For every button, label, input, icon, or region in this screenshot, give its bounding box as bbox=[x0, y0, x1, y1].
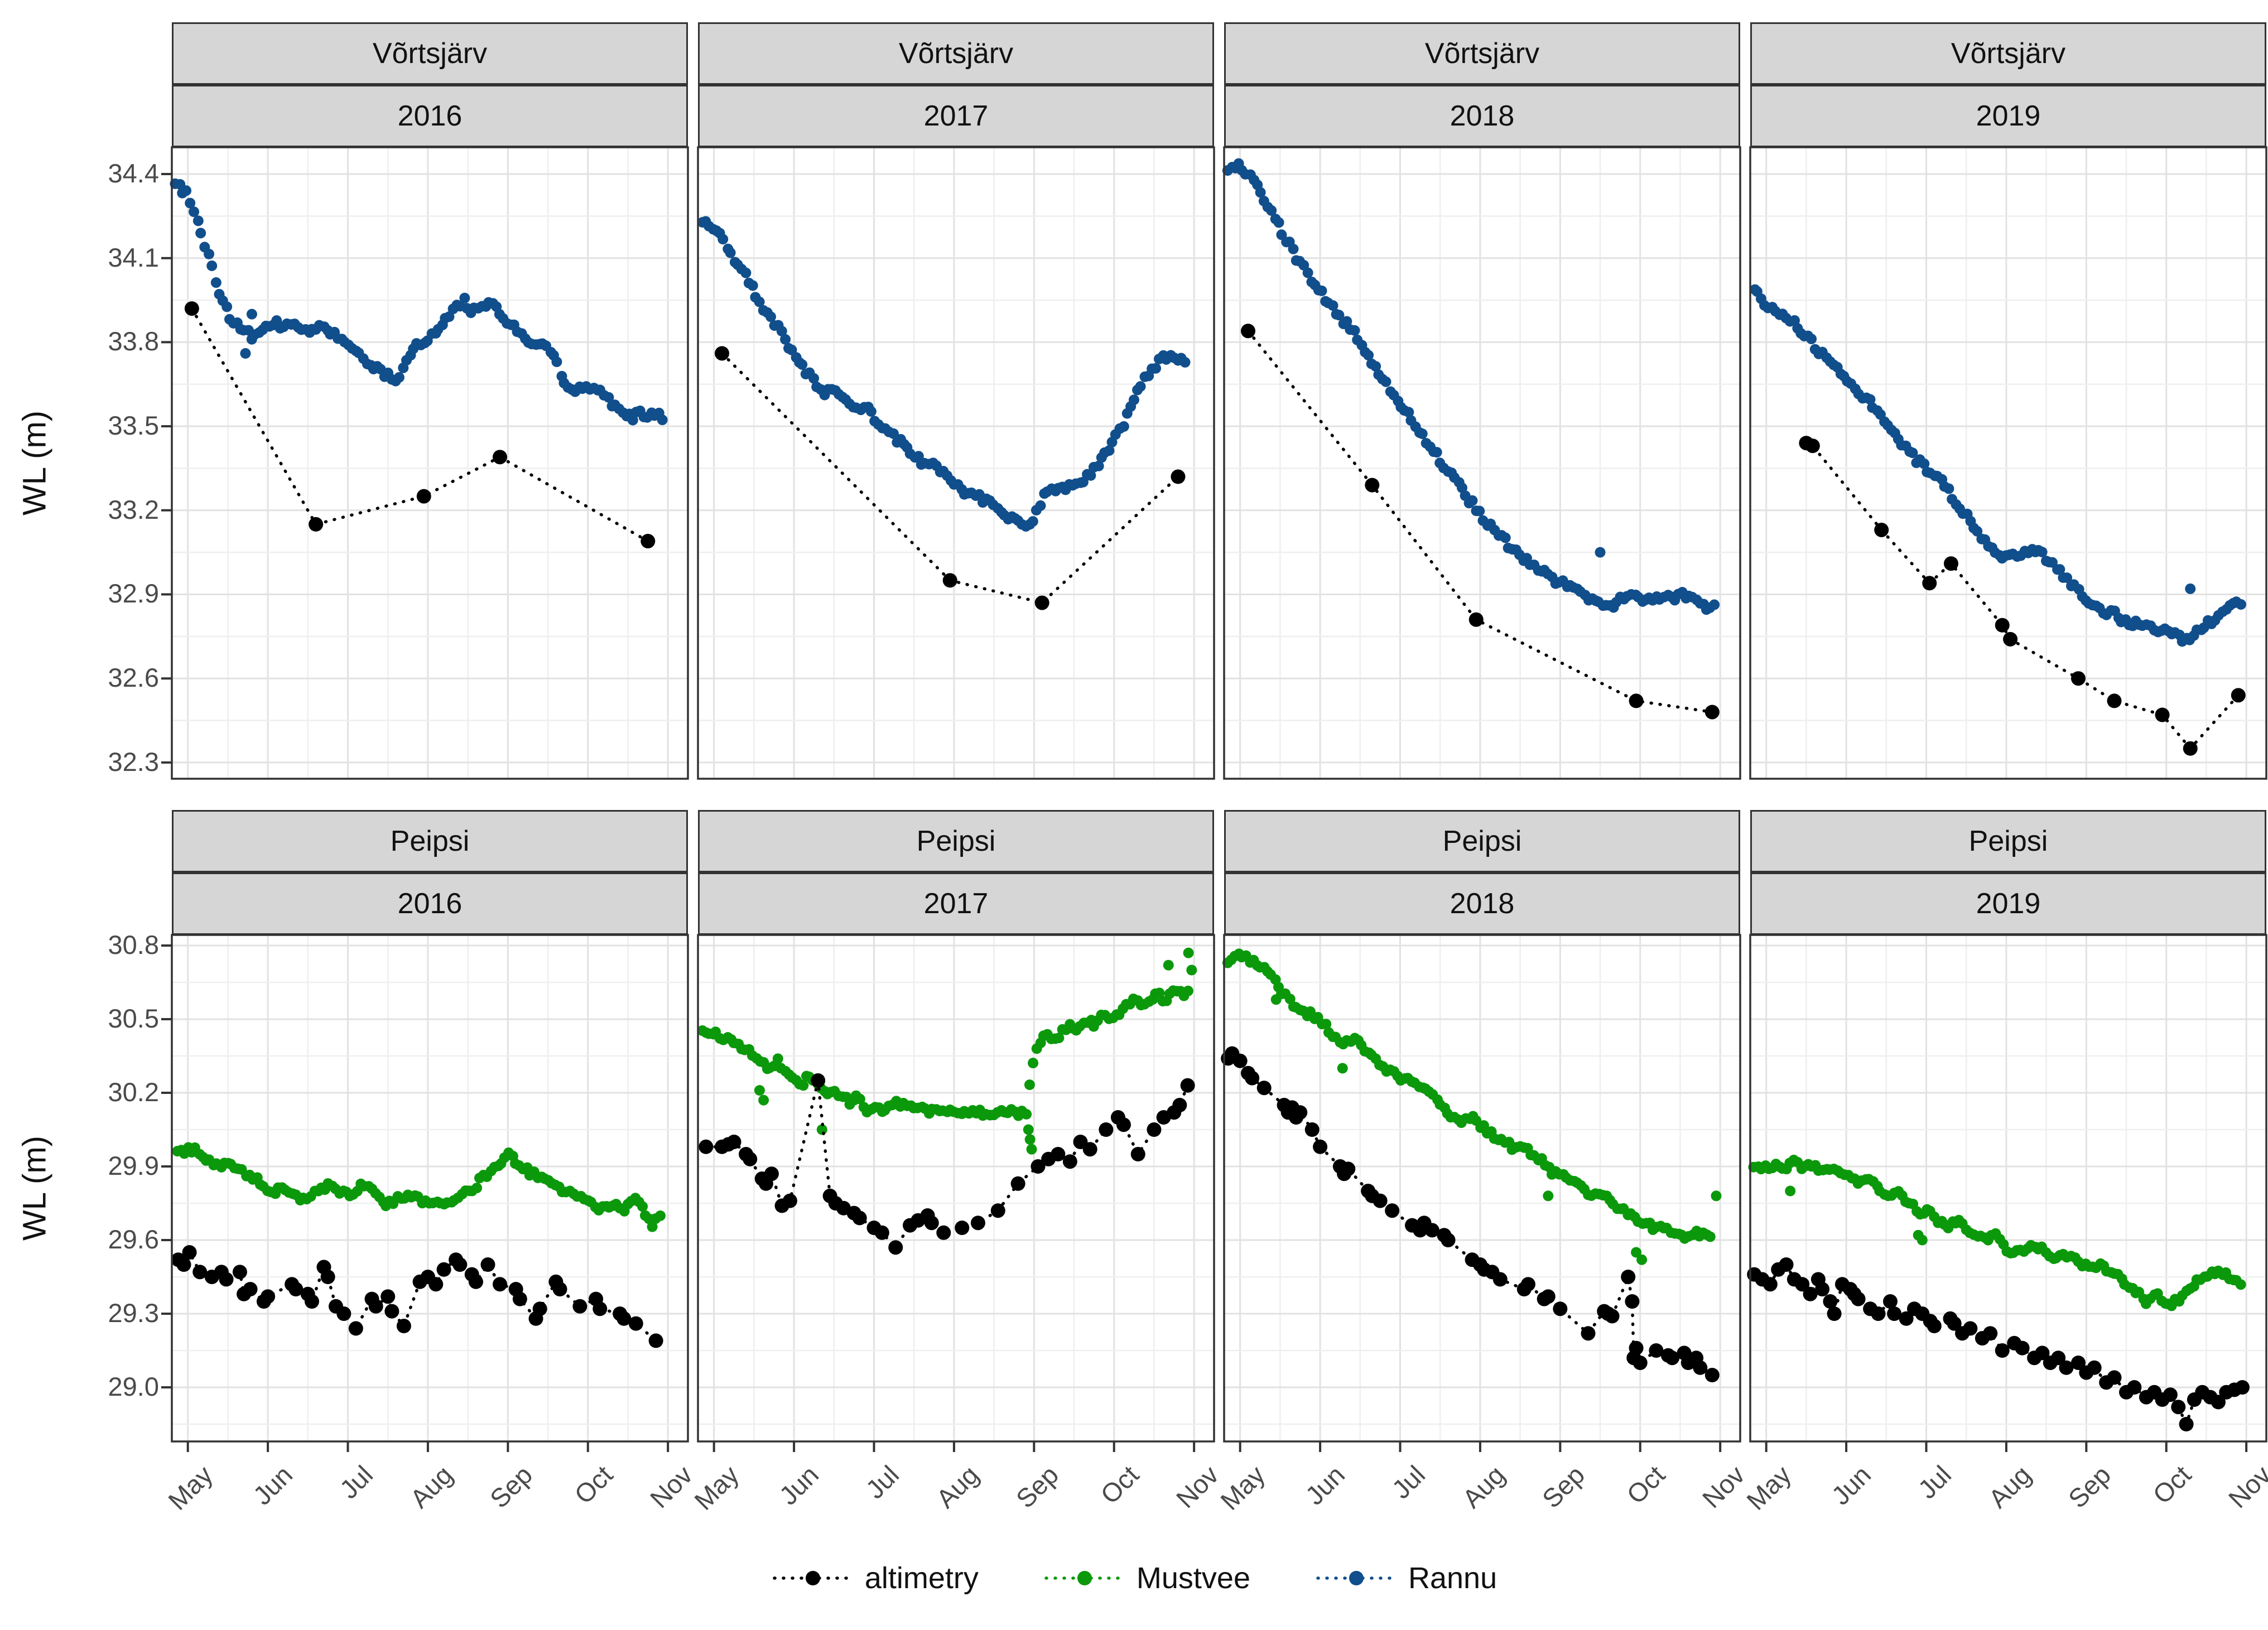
gridlines bbox=[1224, 147, 1740, 779]
gridlines bbox=[1224, 935, 1740, 1441]
y-tick-label: 34.4 bbox=[108, 158, 159, 188]
gridlines bbox=[698, 935, 1214, 1441]
series-altimetry bbox=[1747, 1257, 2250, 1431]
facet-strip-year-label: 2017 bbox=[923, 888, 989, 920]
panel-Peipsi-2016 bbox=[161, 934, 689, 1452]
series-altimetry bbox=[1241, 324, 1720, 720]
facet-strip-lake-label: Võrtsjärv bbox=[372, 37, 488, 70]
legend-key-icon bbox=[773, 1571, 853, 1585]
facet-strip-year-label: 2017 bbox=[923, 100, 989, 132]
y-tick-label: 29.0 bbox=[108, 1372, 159, 1401]
series-Mustvee bbox=[1748, 1155, 2246, 1311]
y-tick-label: 29.9 bbox=[108, 1151, 159, 1180]
series-altimetry bbox=[1221, 1046, 1720, 1382]
series-altimetry bbox=[184, 301, 656, 549]
y-tick-label: 33.5 bbox=[108, 411, 159, 441]
series-Rannu bbox=[1222, 158, 1720, 615]
series-Rannu bbox=[170, 178, 668, 426]
legend-item-Mustvee: Mustvee bbox=[1043, 1561, 1250, 1595]
facet-strip-lake: Peipsi bbox=[1224, 810, 1740, 872]
panel-Peipsi-2019 bbox=[1747, 934, 2267, 1452]
legend-label: Rannu bbox=[1408, 1561, 1497, 1595]
facet-strip-lake-label: Võrtsjärv bbox=[1424, 37, 1540, 70]
facet-strip-lake: Võrtsjärv bbox=[1224, 22, 1740, 85]
legend: altimetry Mustvee Rannu bbox=[0, 1561, 2268, 1595]
y-tick-label: 32.9 bbox=[108, 578, 159, 609]
facet-strip-year: 2018 bbox=[1224, 872, 1740, 935]
facet-strip-lake: Peipsi bbox=[172, 810, 688, 872]
legend-item-Rannu: Rannu bbox=[1314, 1561, 1497, 1595]
series-Mustvee bbox=[172, 1142, 666, 1232]
series-Mustvee bbox=[697, 947, 1197, 1155]
series-Rannu bbox=[697, 216, 1191, 532]
facet-strip-year: 2017 bbox=[698, 872, 1214, 935]
facet-strip-year: 2017 bbox=[698, 85, 1214, 147]
y-tick-label: 32.6 bbox=[108, 663, 159, 693]
facet-strip-lake: Peipsi bbox=[698, 810, 1214, 872]
facet-strip-year-label: 2019 bbox=[1976, 888, 2041, 920]
gridlines bbox=[698, 147, 1214, 779]
legend-label: altimetry bbox=[864, 1561, 979, 1595]
facet-strip-year-label: 2018 bbox=[1450, 888, 1515, 920]
facet-strip-lake-label: Peipsi bbox=[1968, 825, 2048, 857]
y-axis-title: WL (m) bbox=[16, 411, 53, 515]
facet-strip-lake: Võrtsjärv bbox=[172, 22, 688, 85]
legend-key-icon bbox=[1044, 1571, 1125, 1585]
legend-item-altimetry: altimetry bbox=[771, 1561, 979, 1595]
facet-strip-year-label: 2019 bbox=[1976, 100, 2041, 132]
series-Rannu bbox=[1750, 284, 2246, 647]
y-tick-label: 30.5 bbox=[108, 1004, 159, 1033]
facet-strip-lake: Võrtsjärv bbox=[1750, 22, 2266, 85]
y-tick-label: 30.8 bbox=[108, 930, 159, 959]
facet-strip-year-label: 2016 bbox=[397, 888, 463, 920]
facet-strip-year: 2019 bbox=[1750, 85, 2266, 147]
facet-strip-lake: Peipsi bbox=[1750, 810, 2266, 872]
facet-strip-lake-label: Peipsi bbox=[390, 825, 470, 857]
y-tick-label: 30.2 bbox=[108, 1077, 159, 1107]
y-tick-label: 33.2 bbox=[108, 494, 159, 524]
series-altimetry bbox=[715, 346, 1186, 610]
panel-Võrtsjärv-2016 bbox=[161, 146, 689, 780]
series-altimetry bbox=[171, 1245, 663, 1348]
gridlines bbox=[172, 147, 688, 779]
panel-Võrtsjärv-2017 bbox=[697, 146, 1215, 780]
y-tick-label: 32.3 bbox=[108, 746, 159, 777]
panel-Peipsi-2018 bbox=[1221, 934, 1741, 1452]
legend-label: Mustvee bbox=[1136, 1561, 1250, 1595]
facet-strip-lake-label: Võrtsjärv bbox=[1951, 37, 2066, 70]
y-axis-title: WL (m) bbox=[16, 1136, 53, 1241]
facet-strip-year: 2019 bbox=[1750, 872, 2266, 935]
facet-strip-lake-label: Võrtsjärv bbox=[898, 37, 1014, 70]
y-tick-label: 34.1 bbox=[108, 242, 159, 272]
y-tick-label: 29.6 bbox=[108, 1224, 159, 1254]
series-altimetry bbox=[1799, 436, 2246, 756]
facet-strip-year: 2016 bbox=[172, 872, 688, 935]
y-tick-label: 29.3 bbox=[108, 1298, 159, 1328]
series-Mustvee bbox=[1222, 948, 1722, 1265]
facet-strip-year-label: 2018 bbox=[1450, 100, 1515, 132]
facet-strip-lake: Võrtsjärv bbox=[698, 22, 1214, 85]
facet-strip-lake-label: Peipsi bbox=[916, 825, 996, 857]
facet-strip-year-label: 2016 bbox=[397, 100, 463, 132]
facet-strip-year: 2018 bbox=[1224, 85, 1740, 147]
legend-key-icon bbox=[1316, 1571, 1397, 1585]
panel-Võrtsjärv-2019 bbox=[1749, 146, 2267, 780]
y-tick-label: 33.8 bbox=[108, 326, 159, 356]
panel-Peipsi-2017 bbox=[697, 934, 1215, 1452]
series-altimetry bbox=[699, 1073, 1195, 1255]
panel-Võrtsjärv-2018 bbox=[1222, 146, 1741, 780]
facet-strip-lake-label: Peipsi bbox=[1442, 825, 1522, 857]
gridlines bbox=[1750, 935, 2266, 1441]
facet-strip-year: 2016 bbox=[172, 85, 688, 147]
